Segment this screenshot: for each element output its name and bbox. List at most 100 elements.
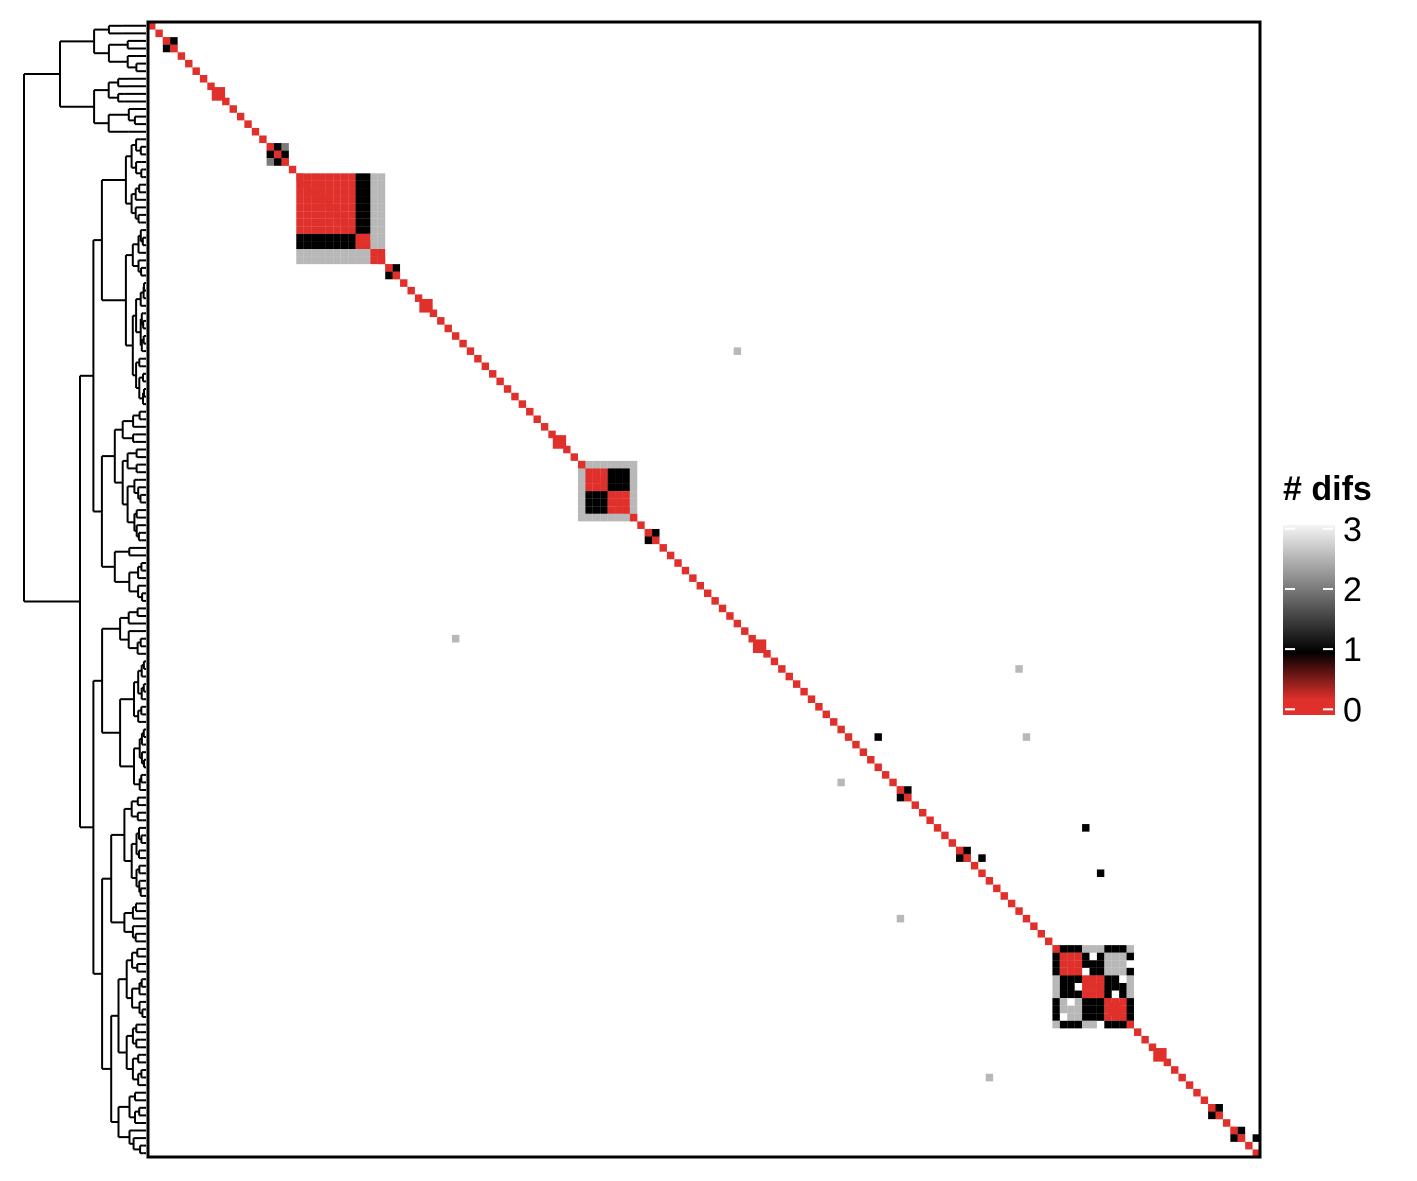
- block-cell: [311, 211, 319, 219]
- block-cell: [362, 241, 371, 249]
- diagonal-cell: [444, 324, 452, 333]
- block-cell: [615, 513, 623, 522]
- block-cell: [355, 249, 363, 257]
- heatmap-border: [146, 20, 1262, 1159]
- block-cell: [622, 483, 630, 492]
- block-cell: [1104, 945, 1112, 953]
- block-cell: [325, 241, 334, 249]
- block-cell: [325, 180, 334, 189]
- block-cell: [1104, 967, 1112, 976]
- diagonal-cell: [918, 808, 927, 817]
- block-cell: [1215, 1104, 1223, 1112]
- diagonal-cell: [815, 703, 823, 711]
- block-cell: [333, 249, 341, 257]
- block-cell: [1074, 998, 1083, 1006]
- diagonal-cell: [637, 521, 645, 529]
- block-cell: [1111, 952, 1120, 961]
- scattered-cell: [985, 1073, 994, 1082]
- diagonal-cell: [763, 650, 771, 658]
- block-cell: [325, 226, 334, 234]
- block-cell: [577, 460, 586, 469]
- block-cell: [274, 150, 282, 159]
- block-cell: [377, 233, 386, 242]
- block-cell: [1111, 1005, 1120, 1014]
- block-cell: [355, 233, 363, 242]
- block-cell: [370, 226, 378, 234]
- diagonal-cell: [155, 29, 163, 38]
- block-cell: [622, 460, 630, 469]
- block-cell: [1082, 960, 1090, 968]
- block-cell: [1059, 945, 1068, 953]
- block-cell: [333, 233, 341, 242]
- block-cell: [1089, 1013, 1097, 1021]
- block-cell: [592, 498, 601, 507]
- diagonal-cell: [1193, 1088, 1201, 1097]
- block-cell: [1126, 975, 1134, 983]
- block-cell: [1074, 945, 1083, 953]
- block-cell: [1059, 967, 1068, 976]
- diagonal-cell: [414, 294, 423, 302]
- diagonal-cell: [785, 672, 793, 681]
- block-cell: [377, 180, 386, 189]
- diagonal-cell: [1133, 1028, 1142, 1036]
- block-cell: [303, 241, 312, 249]
- block-cell: [325, 211, 334, 219]
- block-cell: [607, 468, 616, 476]
- block-cell: [377, 218, 386, 227]
- block-cell: [311, 188, 319, 197]
- block-cell: [318, 188, 326, 197]
- legend-tick-label: 1: [1343, 631, 1362, 669]
- block-cell: [340, 249, 349, 257]
- block-cell: [296, 226, 304, 234]
- block-cell: [615, 491, 623, 499]
- block-cell: [1096, 1005, 1105, 1014]
- diagonal-cell: [1045, 937, 1053, 946]
- block-cell: [348, 249, 356, 257]
- block-cell: [303, 233, 312, 242]
- block-cell: [607, 460, 616, 469]
- block-cell: [1119, 952, 1127, 961]
- block-cell: [348, 256, 356, 265]
- block-cell: [629, 498, 638, 507]
- block-cell: [592, 476, 601, 484]
- diagonal-cell: [933, 824, 942, 832]
- block-cell: [1119, 990, 1127, 999]
- block-cell: [1074, 952, 1083, 961]
- block-cell: [622, 491, 630, 499]
- scattered-cell: [1022, 733, 1031, 741]
- block-cell: [1089, 945, 1097, 953]
- block-cell: [600, 460, 608, 469]
- block-cell: [956, 854, 964, 862]
- block-cell: [311, 256, 319, 265]
- block-cell: [1074, 1005, 1083, 1014]
- block-cell: [1119, 1020, 1127, 1029]
- block-cell: [592, 468, 601, 476]
- block-cell: [896, 793, 905, 802]
- legend-colorbar: [1283, 525, 1335, 715]
- diagonal-cell: [807, 695, 816, 703]
- diagonal-cell: [288, 165, 297, 174]
- block-cell: [296, 211, 304, 219]
- block-cell: [1067, 990, 1075, 999]
- block-cell: [1052, 998, 1060, 1006]
- block-cell: [585, 513, 593, 522]
- block-cell: [311, 241, 319, 249]
- diagonal-cell: [881, 771, 890, 779]
- block-cell: [585, 460, 593, 469]
- block-cell: [370, 188, 378, 197]
- diagonal-cell: [837, 725, 845, 734]
- diagonal-cell: [222, 97, 230, 106]
- block-cell: [318, 226, 326, 234]
- block-cell: [1096, 982, 1105, 991]
- block-cell: [1126, 945, 1134, 953]
- block-cell: [585, 483, 593, 492]
- block-cell: [385, 271, 393, 280]
- block-cell: [266, 158, 275, 166]
- block-cell: [1126, 1005, 1134, 1014]
- block-cell: [370, 211, 378, 219]
- block-cell: [296, 249, 304, 257]
- block-cell: [592, 483, 601, 492]
- block-cell: [1111, 1013, 1120, 1021]
- scattered-cell: [1252, 1134, 1260, 1142]
- diagonal-cell: [1148, 1043, 1157, 1052]
